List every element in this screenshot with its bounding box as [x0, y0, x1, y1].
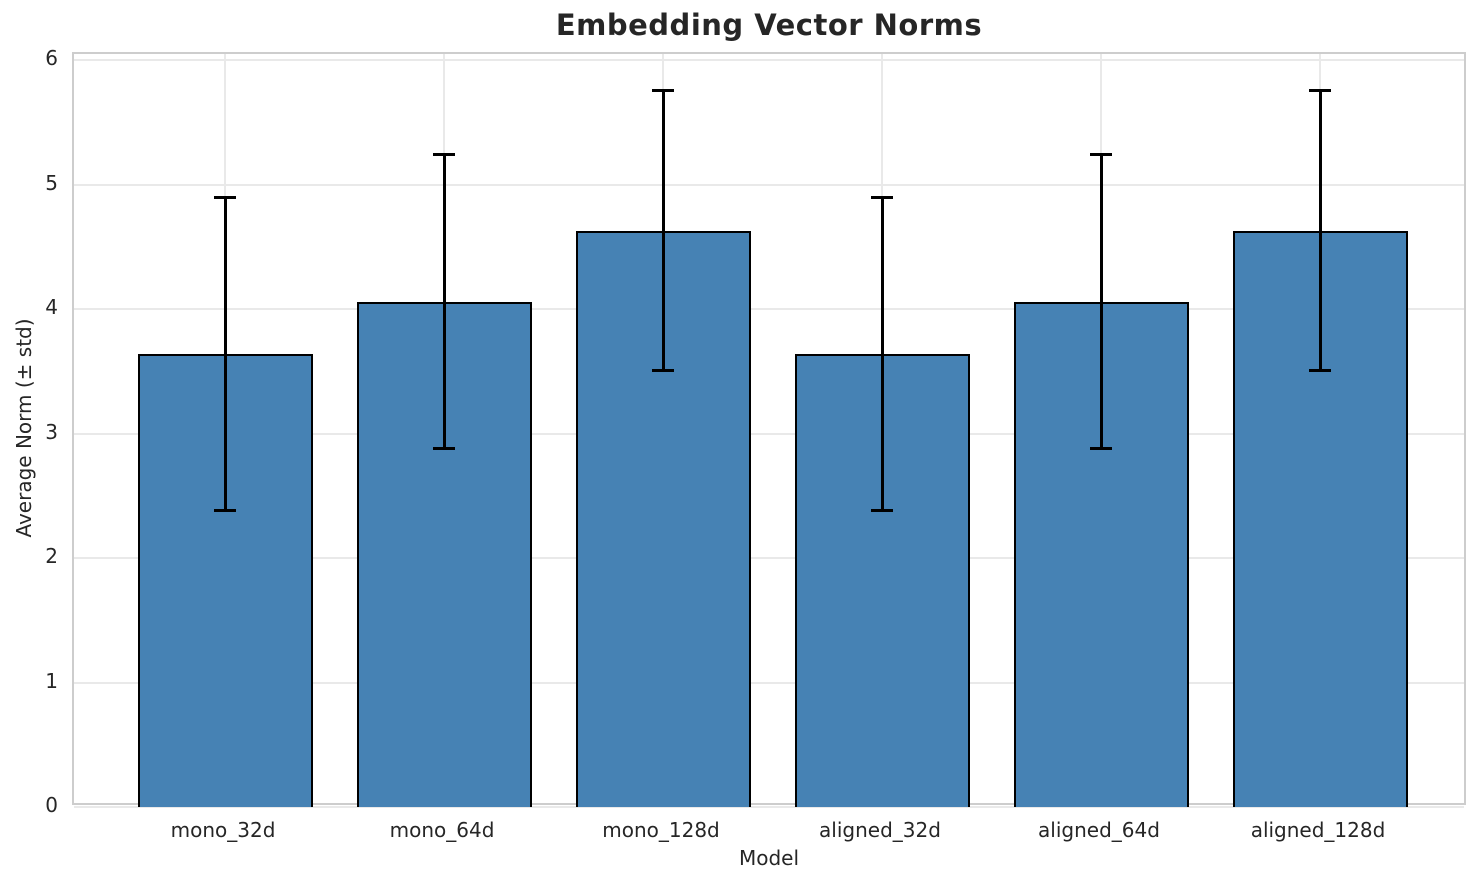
error-bar-cap [1090, 153, 1112, 157]
error-bar-cap [652, 368, 674, 372]
x-tick-label: aligned_128d [1250, 818, 1386, 842]
error-bar-line [442, 154, 446, 449]
x-tick-label: aligned_32d [819, 818, 941, 842]
x-tick-label: mono_64d [389, 818, 495, 842]
gridline-horizontal [74, 59, 1464, 62]
error-bar-cap [433, 447, 455, 451]
gridline-horizontal [74, 308, 1464, 311]
y-tick-label: 6 [45, 46, 58, 71]
error-bar-cap [871, 509, 893, 513]
y-tick-label: 3 [45, 419, 58, 444]
gridline-horizontal [74, 183, 1464, 186]
error-bar-cap [433, 153, 455, 157]
error-bar-line [661, 90, 665, 371]
error-bar-line [880, 197, 884, 511]
chart-title: Embedding Vector Norms [555, 8, 983, 42]
error-bar-cap [1090, 447, 1112, 451]
error-bar-cap [652, 88, 674, 92]
error-bar-cap [214, 195, 236, 199]
error-bar-line [1318, 90, 1322, 371]
error-bar-line [1099, 154, 1103, 449]
y-tick-label: 5 [45, 170, 58, 195]
error-bar-line [223, 197, 227, 511]
gridline-horizontal [74, 681, 1464, 684]
error-bar-cap [1309, 368, 1331, 372]
y-tick-label: 4 [45, 295, 58, 320]
x-tick-label: mono_32d [170, 818, 276, 842]
y-tick-label: 2 [45, 544, 58, 569]
x-tick-label: aligned_64d [1038, 818, 1160, 842]
error-bar-cap [1309, 88, 1331, 92]
error-bar-cap [871, 195, 893, 199]
error-bar-cap [214, 509, 236, 513]
gridline-horizontal [74, 557, 1464, 560]
x-axis-label: Model [738, 846, 800, 870]
y-tick-label: 0 [45, 793, 58, 817]
y-tick-label: 1 [45, 668, 58, 693]
gridline-horizontal [74, 806, 1464, 808]
plot-area [72, 52, 1466, 808]
gridline-horizontal [74, 432, 1464, 435]
x-tick-label: mono_128d [602, 818, 720, 842]
